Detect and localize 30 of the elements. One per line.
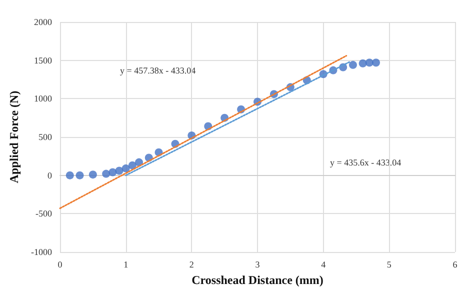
- x-tick-label: 0: [58, 260, 63, 270]
- point: [88, 170, 97, 179]
- x-tick-label: 6: [452, 260, 458, 270]
- point: [115, 166, 124, 175]
- point: [76, 171, 84, 180]
- point: [108, 168, 117, 176]
- point: [372, 58, 380, 67]
- x-tick-label: 1: [124, 260, 128, 270]
- x-tick-label: 4: [321, 260, 326, 270]
- x-tick-label: 3: [255, 260, 260, 270]
- point: [358, 59, 367, 68]
- point: [102, 170, 110, 178]
- y-axis-title: Applied Force (N): [7, 90, 21, 184]
- point: [348, 60, 357, 69]
- point: [365, 58, 374, 67]
- point: [66, 171, 74, 180]
- point: [128, 161, 136, 170]
- annotation: y = 457.38x - 433.04: [120, 66, 196, 76]
- x-tick-label: 2: [189, 260, 194, 270]
- x-axis-title: Crosshead Distance (mm): [192, 273, 324, 287]
- y-tick-label: 1500: [34, 55, 52, 66]
- x-tick-label: 5: [386, 260, 392, 270]
- y-tick-label: -1000: [31, 247, 52, 257]
- point: [122, 164, 130, 172]
- y-tick-label: -500: [36, 208, 52, 219]
- y-tick-label: 2000: [34, 17, 52, 27]
- y-tick-label: 500: [38, 132, 52, 142]
- annotation: y = 435.6x - 433.04: [330, 158, 402, 168]
- y-tick-label: 0: [48, 170, 52, 180]
- y-tick-label: 1000: [34, 94, 52, 104]
